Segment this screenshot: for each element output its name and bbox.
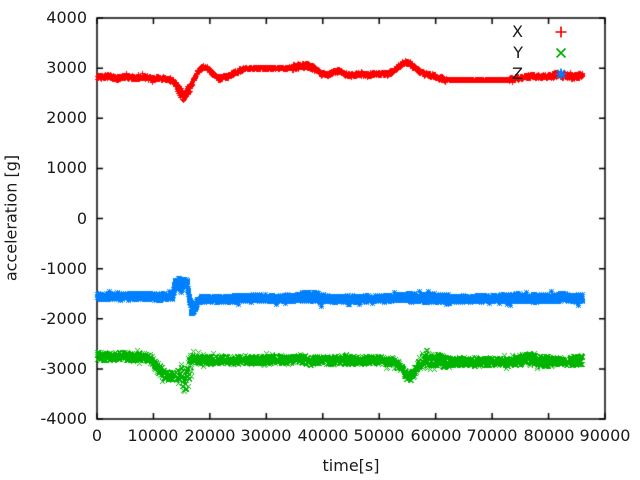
x-tick-label: 40000 [297, 426, 349, 445]
x-tick-label: 80000 [523, 426, 575, 445]
legend-row-y: Y [463, 42, 583, 63]
y-axis-label: acceleration [g] [1, 154, 21, 282]
legend-label-x: X [512, 22, 523, 41]
x-tick-label: 10000 [127, 426, 179, 445]
y-tick-label: 0 [76, 209, 87, 228]
asterisk-marker-icon [555, 68, 567, 80]
cross-marker-icon [555, 47, 567, 59]
x-tick-label: 50000 [353, 426, 405, 445]
plus-marker-icon [555, 26, 567, 38]
legend-row-z: Z [463, 63, 583, 84]
x-tick-label: 30000 [240, 426, 292, 445]
y-tick-label: -3000 [40, 359, 88, 378]
x-tick-label: 60000 [410, 426, 462, 445]
legend-label-z: Z [512, 64, 523, 83]
y-tick-label: 2000 [46, 108, 87, 127]
y-tick-label: 3000 [46, 58, 87, 77]
y-tick-label: 1000 [46, 158, 87, 177]
x-tick-label: 90000 [579, 426, 631, 445]
y-tick-label: -4000 [40, 409, 88, 428]
legend-label-y: Y [513, 43, 523, 62]
y-tick-label: -2000 [40, 309, 88, 328]
x-tick-label: 0 [91, 426, 103, 445]
x-tick-label: 20000 [184, 426, 236, 445]
y-tick-label: 4000 [46, 8, 87, 27]
legend-row-x: X [463, 21, 583, 42]
x-tick-label: 70000 [466, 426, 518, 445]
x-axis-label: time[s] [322, 456, 380, 475]
y-tick-label: -1000 [40, 259, 88, 278]
